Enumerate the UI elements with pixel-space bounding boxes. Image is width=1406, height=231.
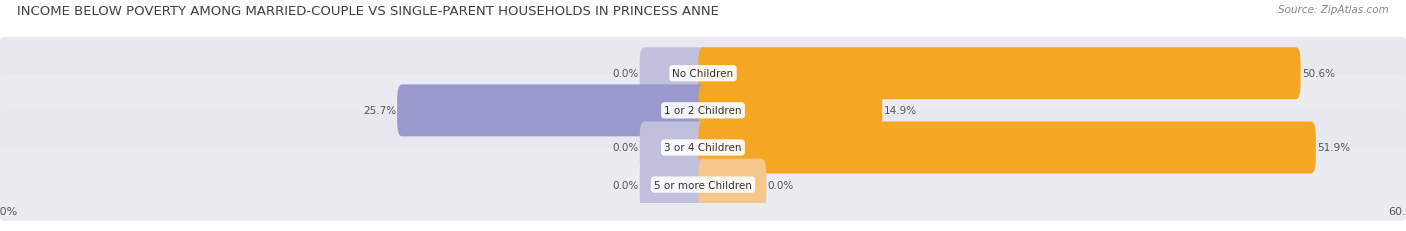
FancyBboxPatch shape — [699, 48, 1301, 100]
FancyBboxPatch shape — [699, 122, 1316, 174]
FancyBboxPatch shape — [398, 85, 707, 137]
FancyBboxPatch shape — [0, 149, 1406, 221]
Text: 1 or 2 Children: 1 or 2 Children — [664, 106, 742, 116]
FancyBboxPatch shape — [0, 38, 1406, 110]
Text: INCOME BELOW POVERTY AMONG MARRIED-COUPLE VS SINGLE-PARENT HOUSEHOLDS IN PRINCES: INCOME BELOW POVERTY AMONG MARRIED-COUPL… — [17, 5, 718, 18]
Text: Source: ZipAtlas.com: Source: ZipAtlas.com — [1278, 5, 1389, 15]
Text: 0.0%: 0.0% — [612, 143, 638, 153]
FancyBboxPatch shape — [640, 48, 707, 100]
FancyBboxPatch shape — [0, 75, 1406, 147]
Text: 0.0%: 0.0% — [768, 180, 794, 190]
Text: 25.7%: 25.7% — [363, 106, 396, 116]
FancyBboxPatch shape — [699, 159, 766, 211]
Text: 0.0%: 0.0% — [612, 69, 638, 79]
Text: No Children: No Children — [672, 69, 734, 79]
Text: 0.0%: 0.0% — [612, 180, 638, 190]
FancyBboxPatch shape — [699, 85, 883, 137]
FancyBboxPatch shape — [640, 159, 707, 211]
Text: 50.6%: 50.6% — [1302, 69, 1334, 79]
FancyBboxPatch shape — [0, 112, 1406, 184]
Text: 3 or 4 Children: 3 or 4 Children — [664, 143, 742, 153]
Text: 51.9%: 51.9% — [1317, 143, 1350, 153]
Text: 5 or more Children: 5 or more Children — [654, 180, 752, 190]
Text: 14.9%: 14.9% — [883, 106, 917, 116]
FancyBboxPatch shape — [640, 122, 707, 174]
